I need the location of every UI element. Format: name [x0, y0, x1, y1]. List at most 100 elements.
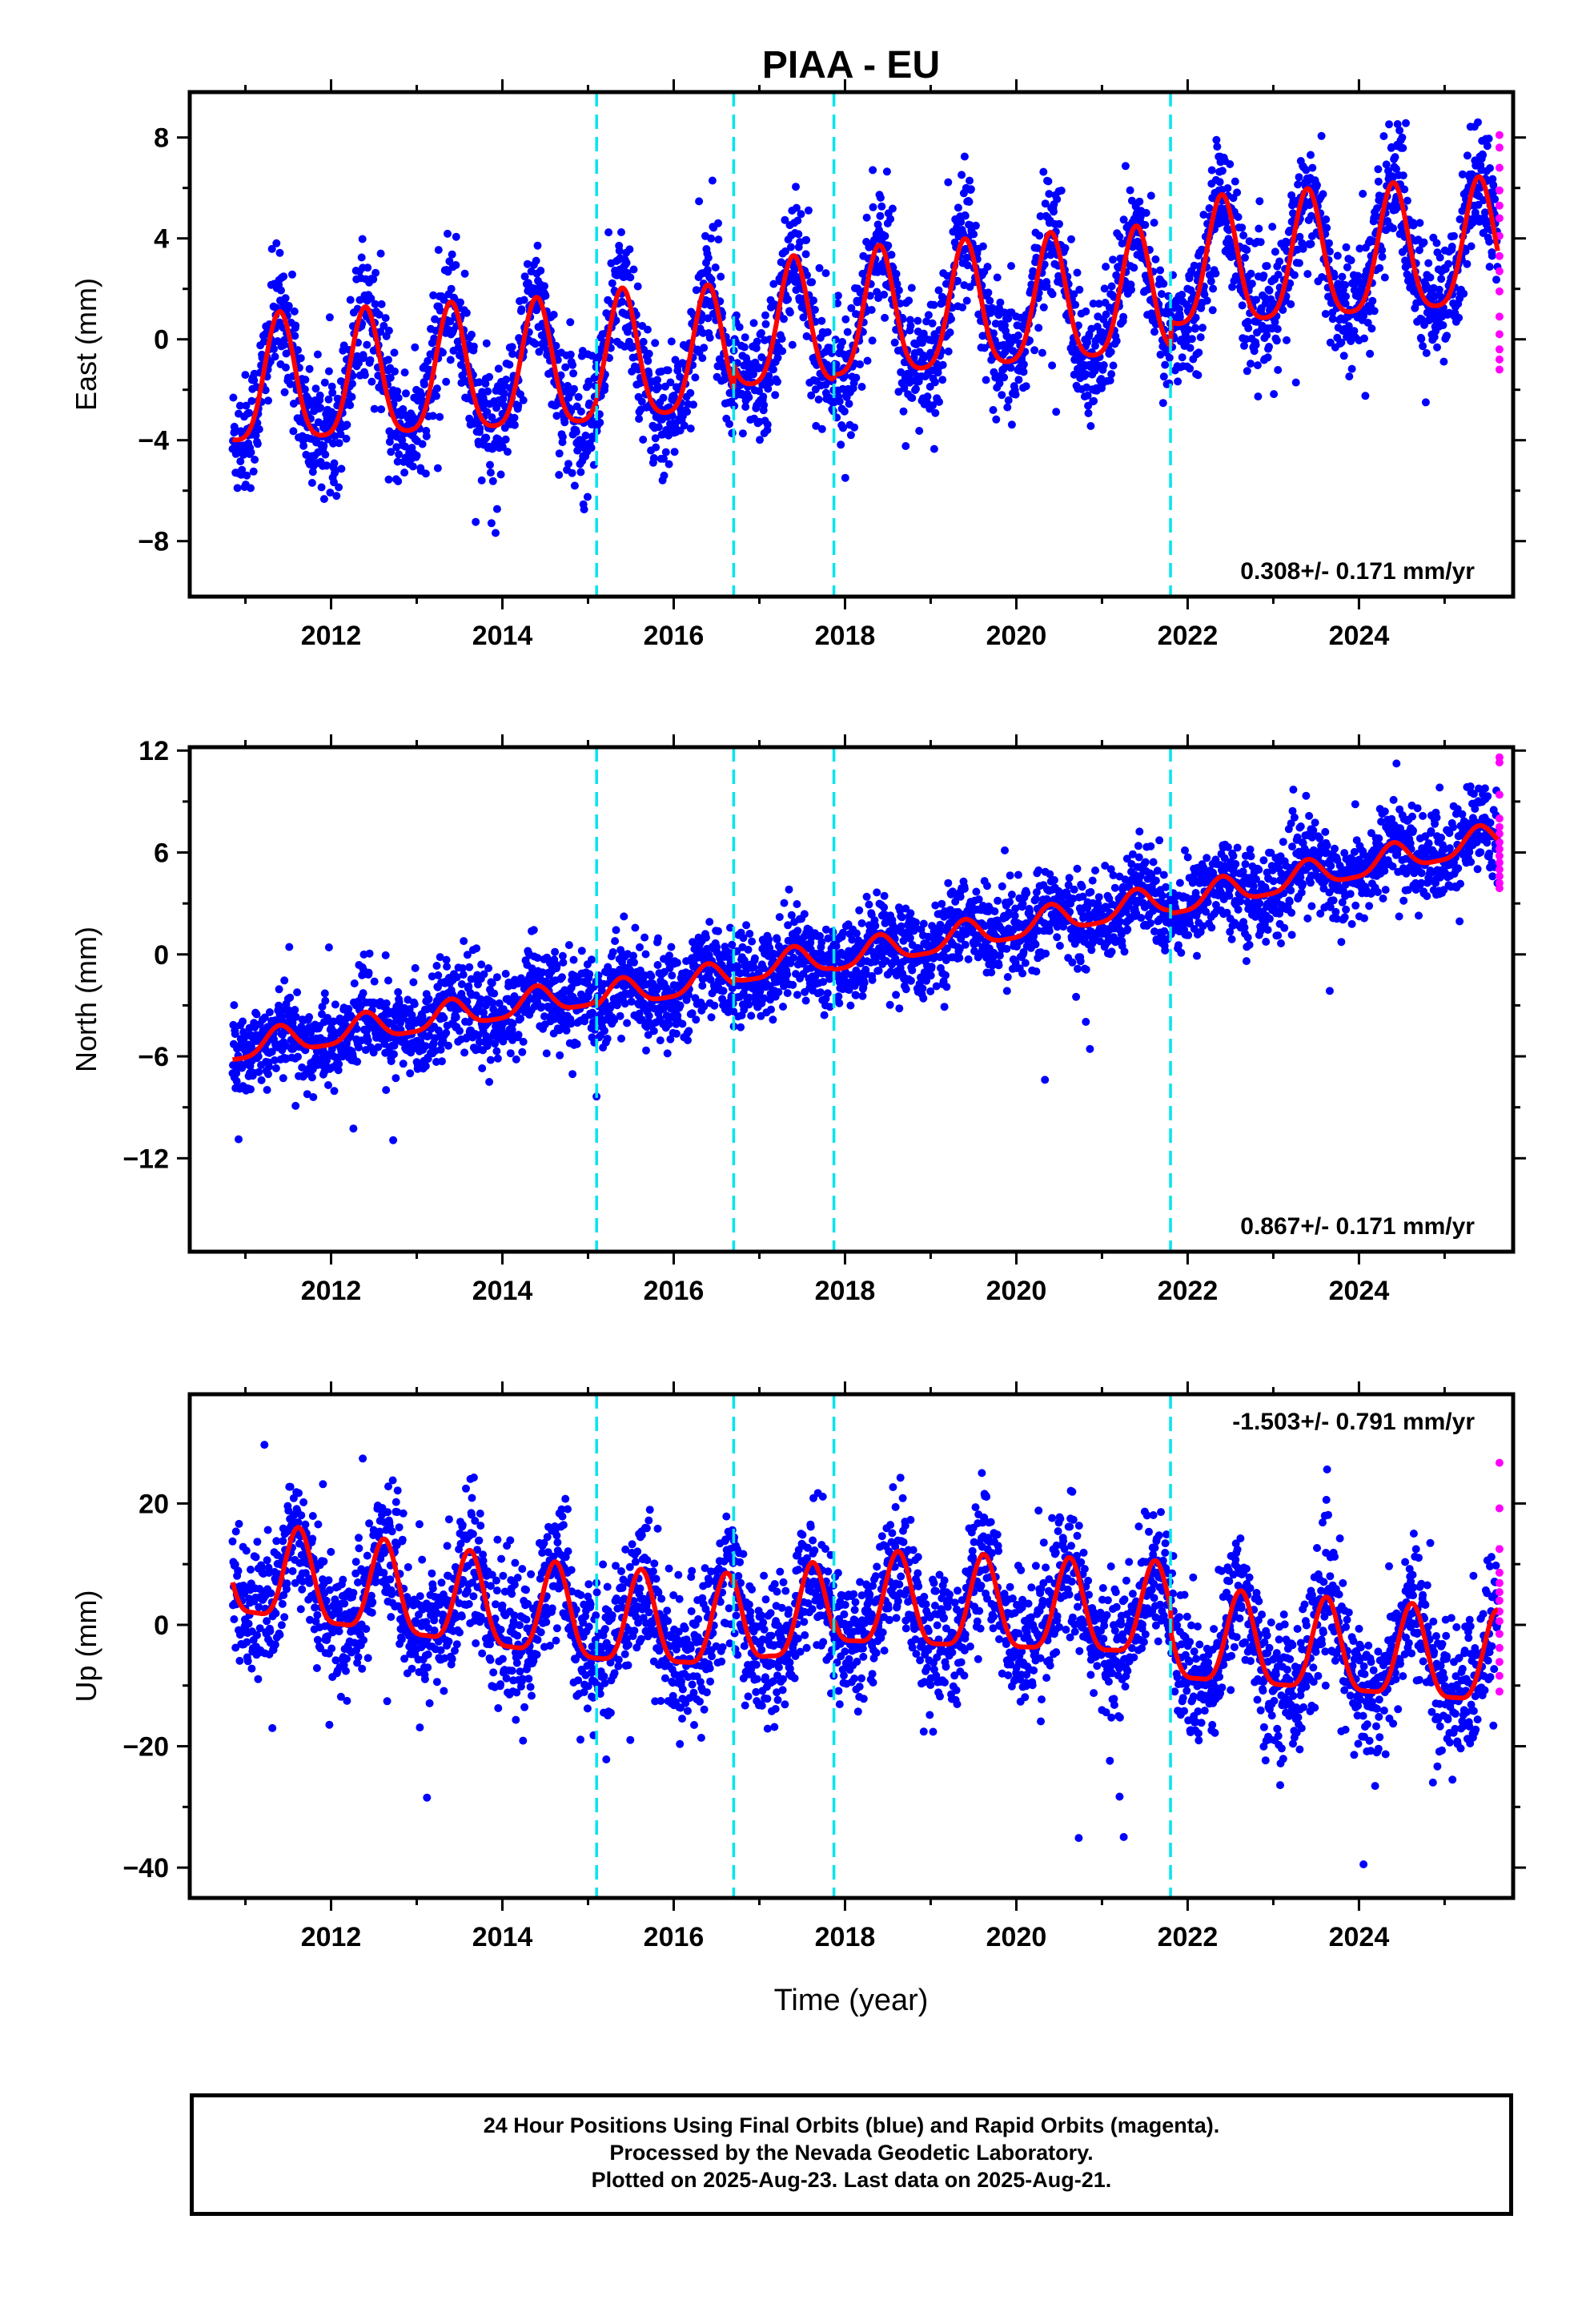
data-point [318, 1003, 327, 1011]
data-point [620, 912, 628, 921]
data-point [459, 971, 468, 979]
data-point [1166, 311, 1175, 320]
data-point [900, 384, 909, 392]
data-point [944, 178, 953, 187]
data-point [1205, 204, 1214, 212]
data-point [845, 400, 853, 408]
data-point [409, 978, 418, 987]
data-point [1007, 420, 1016, 429]
data-point [1161, 360, 1170, 369]
data-point [769, 279, 778, 288]
data-point [637, 1015, 646, 1024]
data-point [938, 360, 947, 369]
data-point [1038, 348, 1046, 357]
data-point [1330, 272, 1339, 281]
data-point [1374, 177, 1383, 186]
data-point [476, 995, 485, 1003]
data-point [1156, 350, 1165, 359]
data-point [519, 1037, 528, 1046]
data-point [583, 493, 592, 501]
data-point [740, 343, 749, 352]
data-point [580, 505, 588, 514]
data-point [640, 933, 649, 942]
data-point [410, 999, 419, 1008]
data-point [355, 359, 363, 368]
data-point [570, 384, 578, 393]
data-point [1323, 223, 1331, 232]
data-point [749, 963, 758, 971]
data-point [359, 989, 367, 998]
data-point [1359, 312, 1368, 320]
data-point [931, 408, 940, 417]
data-point [665, 951, 673, 960]
data-point [434, 246, 443, 255]
data-point [247, 484, 255, 493]
data-point [1263, 331, 1271, 340]
data-point [307, 479, 316, 487]
data-point [1378, 246, 1387, 255]
data-point [877, 202, 886, 211]
data-point [793, 900, 801, 908]
data-point [600, 382, 609, 391]
data-point [680, 421, 689, 430]
data-point [672, 1029, 681, 1038]
data-point [235, 1135, 243, 1144]
data-point [1165, 353, 1174, 362]
data-point [1121, 162, 1130, 171]
data-point [506, 1049, 515, 1058]
data-point [929, 401, 937, 410]
data-point [1107, 282, 1116, 291]
data-point [1067, 235, 1075, 243]
data-point [893, 279, 901, 288]
data-point [1231, 177, 1239, 186]
data-point [995, 379, 1004, 388]
data-point [1243, 367, 1251, 376]
data-point [560, 418, 569, 427]
data-point [799, 313, 808, 322]
data-point [555, 471, 564, 479]
data-point [476, 424, 484, 432]
data-point [618, 297, 626, 306]
data-point [797, 210, 805, 219]
data-point [467, 975, 476, 983]
data-point [596, 418, 604, 427]
data-point [490, 989, 499, 998]
data-point [1087, 324, 1096, 333]
data-point [692, 286, 701, 295]
data-point [629, 951, 637, 960]
data-point [384, 475, 393, 484]
data-point [869, 166, 877, 175]
data-point [725, 420, 733, 428]
data-point [568, 468, 576, 477]
data-point [551, 947, 560, 956]
data-point [480, 970, 488, 979]
data-point [785, 885, 793, 894]
data-point [905, 316, 914, 324]
data-point [342, 434, 351, 443]
data-point [439, 348, 447, 357]
data-point [965, 198, 974, 206]
data-point [663, 1049, 672, 1058]
data-point [271, 1056, 279, 1064]
data-point [896, 300, 905, 308]
data-point [651, 339, 660, 348]
data-point [738, 429, 747, 438]
data-point [284, 302, 293, 310]
data-point [1200, 290, 1209, 299]
data-point [294, 1052, 302, 1061]
data-point [478, 1064, 487, 1072]
data-area-north [228, 753, 1504, 1144]
data-point [447, 284, 456, 293]
data-point [576, 468, 585, 476]
data-point [1295, 173, 1303, 182]
data-point [760, 400, 769, 409]
data-point [452, 232, 460, 241]
data-point [428, 972, 436, 981]
data-point [1290, 271, 1299, 279]
data-point [1046, 251, 1055, 259]
data-point [357, 253, 366, 262]
data-point [1439, 321, 1447, 330]
data-point [924, 311, 933, 320]
data-point [984, 288, 993, 297]
data-point [1119, 312, 1128, 321]
